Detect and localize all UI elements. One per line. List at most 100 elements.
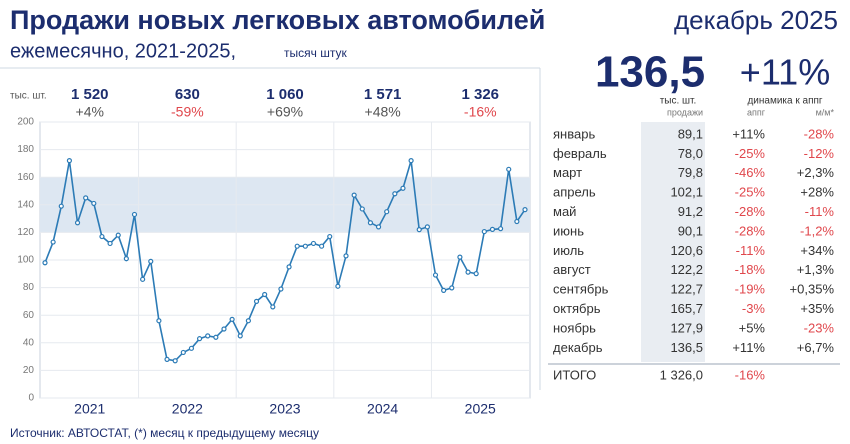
- point: [514, 218, 520, 225]
- mom-change: +6,7%: [797, 340, 835, 355]
- total-sales: 1 326,0: [660, 367, 703, 382]
- point: [123, 256, 129, 262]
- yoy-change: -25%: [735, 146, 766, 161]
- year-label: 2022: [172, 401, 203, 417]
- point: [473, 271, 479, 277]
- month: июль: [553, 243, 584, 258]
- point: [42, 260, 48, 266]
- yoy-change: -18%: [735, 262, 766, 277]
- month: май: [553, 204, 576, 219]
- period: декабрь 2025: [674, 5, 838, 35]
- point: [278, 286, 284, 292]
- point: [156, 318, 162, 324]
- yoy-change: +11%: [732, 126, 765, 141]
- point: [343, 253, 349, 259]
- sales: 122,7: [670, 282, 703, 297]
- point: [392, 191, 398, 197]
- month: январь: [553, 126, 595, 141]
- point: [172, 358, 178, 364]
- subtitle: ежемесячно, 2021-2025,: [10, 40, 236, 62]
- yoy-change: -19%: [735, 282, 766, 297]
- mom-change: -28%: [804, 126, 835, 141]
- unit-label: тыс. шт.: [10, 91, 47, 102]
- year-total: 630: [175, 86, 200, 103]
- point: [270, 304, 276, 310]
- y-tick-label: 140: [17, 199, 34, 210]
- year-change: +69%: [267, 104, 303, 120]
- yoy-change: -25%: [735, 185, 766, 200]
- point: [188, 345, 195, 351]
- point: [384, 209, 390, 215]
- point: [489, 226, 496, 232]
- point: [58, 203, 64, 209]
- point: [229, 316, 235, 322]
- point: [107, 240, 113, 247]
- point: [335, 283, 341, 289]
- y-tick-label: 160: [17, 172, 34, 183]
- point: [74, 220, 81, 226]
- point: [164, 356, 170, 362]
- point: [416, 227, 422, 233]
- sales: 102,1: [670, 185, 703, 200]
- kpi-unit: тыс. шт.: [660, 96, 697, 107]
- point: [180, 349, 186, 356]
- point: [327, 233, 333, 240]
- y-tick-label: 0: [28, 393, 34, 404]
- point: [253, 298, 260, 304]
- table-header: м/м*: [816, 107, 835, 117]
- year-label: 2025: [465, 401, 496, 417]
- total-label: ИТОГО: [553, 367, 596, 382]
- month: декабрь: [553, 340, 603, 355]
- mom-change: -23%: [804, 320, 835, 335]
- point: [375, 224, 382, 230]
- sales: 89,1: [678, 126, 703, 141]
- sales: 79,8: [678, 165, 703, 180]
- y-tick-label: 180: [17, 144, 34, 155]
- y-tick-label: 120: [17, 227, 34, 238]
- mom-change: +1,3%: [797, 262, 835, 277]
- kpi-change: +11%: [740, 52, 830, 93]
- y-tick-label: 60: [23, 310, 35, 321]
- point: [115, 232, 121, 238]
- point: [506, 166, 512, 172]
- point: [245, 318, 251, 324]
- point: [497, 226, 504, 232]
- point: [302, 243, 308, 249]
- point: [522, 207, 528, 213]
- point: [449, 285, 455, 291]
- mom-change: +28%: [800, 185, 834, 200]
- unit: тысяч штук: [284, 46, 347, 60]
- mom-change: +2,3%: [797, 165, 835, 180]
- point: [262, 291, 268, 298]
- sales: 90,1: [678, 223, 703, 238]
- source: Источник: АВТОСТАТ, (*) месяц к предыдущ…: [10, 426, 319, 440]
- year-label: 2021: [74, 401, 105, 417]
- point: [237, 333, 243, 339]
- year-label: 2024: [367, 401, 398, 417]
- sales: 127,9: [670, 320, 703, 335]
- month: март: [553, 165, 582, 180]
- point: [148, 258, 154, 264]
- mom-change: -12%: [804, 146, 835, 161]
- sales: 91,2: [678, 204, 703, 219]
- point: [213, 334, 219, 340]
- total-change: -16%: [735, 367, 766, 382]
- point: [221, 326, 227, 332]
- point: [441, 287, 447, 293]
- yoy-change: -46%: [735, 165, 766, 180]
- kpi-value: 136,5: [595, 48, 705, 97]
- table-header: продажи: [667, 107, 703, 117]
- year-total: 1 060: [266, 86, 304, 103]
- year-change: -16%: [464, 104, 497, 120]
- point: [99, 233, 105, 240]
- point: [408, 158, 414, 164]
- y-tick-label: 80: [23, 282, 35, 293]
- point: [286, 264, 292, 270]
- point: [131, 211, 138, 218]
- title: Продажи новых легковых автомобилей: [10, 5, 545, 35]
- yoy-change: -11%: [736, 243, 766, 258]
- yoy-change: +11%: [732, 340, 765, 355]
- point: [359, 206, 365, 212]
- year-total: 1 326: [461, 86, 499, 103]
